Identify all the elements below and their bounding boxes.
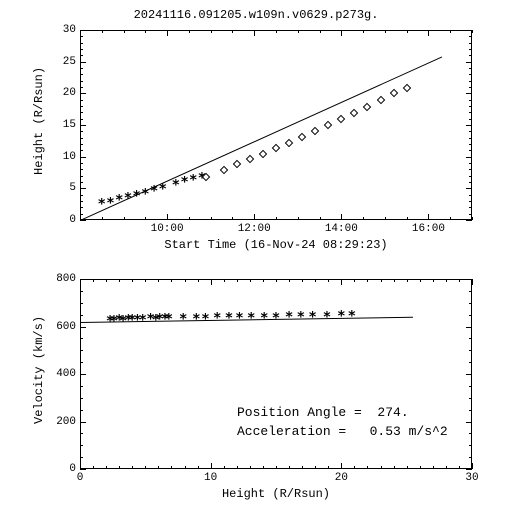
y-tick-label: 200 [48, 416, 76, 428]
x-tick-label: 10 [204, 472, 217, 484]
y-tick-label: 600 [48, 321, 76, 333]
y-tick-label: 0 [48, 214, 76, 226]
x-tick-label: 0 [77, 472, 84, 484]
star-marker: * [337, 310, 345, 324]
figure: 20241116.091205.w109n.v0629.p273g. Heigh… [0, 0, 512, 512]
y-tick-label: 30 [48, 24, 76, 36]
x-tick-label: 14:00 [325, 223, 358, 235]
annotation-acceleration: Acceleration = 0.53 m/s^2 [237, 424, 448, 439]
bottom-x-axis-label: Height (R/Rsun) [80, 487, 472, 501]
star-marker: * [180, 176, 188, 190]
star-marker: * [132, 189, 140, 203]
star-marker: * [225, 312, 233, 326]
top-y-axis-label: Height (R/Rsun) [32, 67, 46, 175]
star-marker: * [189, 174, 197, 188]
star-marker: * [308, 311, 316, 325]
y-tick-label: 25 [48, 56, 76, 68]
star-marker: * [192, 313, 200, 327]
star-marker: * [247, 312, 255, 326]
star-marker: * [172, 179, 180, 193]
star-marker: * [213, 312, 221, 326]
x-tick-label: 20 [335, 472, 348, 484]
star-marker: * [165, 313, 173, 327]
top-x-axis-label: Start Time (16-Nov-24 08:29:23) [80, 238, 472, 252]
bottom-plot [80, 279, 472, 469]
annotation-position-angle: Position Angle = 274. [237, 405, 409, 420]
star-marker: * [323, 311, 331, 325]
star-marker: * [115, 194, 123, 208]
figure-title: 20241116.091205.w109n.v0629.p273g. [0, 8, 512, 22]
star-marker: * [272, 311, 280, 325]
y-tick-label: 800 [48, 273, 76, 285]
star-marker: * [98, 198, 106, 212]
star-marker: * [348, 310, 356, 324]
y-tick-label: 20 [48, 87, 76, 99]
x-tick-label: 12:00 [238, 223, 271, 235]
star-marker: * [106, 196, 114, 210]
star-marker: * [285, 311, 293, 325]
star-marker: * [150, 185, 158, 199]
y-tick-label: 10 [48, 151, 76, 163]
x-tick-label: 30 [465, 472, 478, 484]
star-marker: * [201, 312, 209, 326]
star-marker: * [179, 313, 187, 327]
x-tick-label: 16:00 [412, 223, 445, 235]
star-marker: * [297, 311, 305, 325]
y-tick-label: 400 [48, 368, 76, 380]
bottom-y-axis-label: Velocity (km/s) [32, 316, 46, 424]
star-marker: * [141, 187, 149, 201]
x-tick-label: 10:00 [151, 223, 184, 235]
y-tick-label: 0 [48, 463, 76, 475]
star-marker: * [235, 312, 243, 326]
star-marker: * [159, 182, 167, 196]
y-tick-label: 5 [48, 182, 76, 194]
star-marker: * [124, 192, 132, 206]
star-marker: * [260, 311, 268, 325]
y-tick-label: 15 [48, 119, 76, 131]
